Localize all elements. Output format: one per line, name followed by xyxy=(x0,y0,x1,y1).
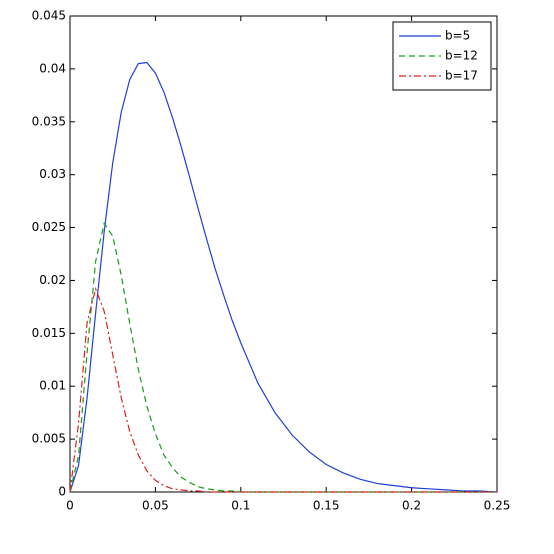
x-tick-label: 0.25 xyxy=(484,499,511,513)
y-tick-label: 0.035 xyxy=(32,114,66,128)
line-series xyxy=(69,221,497,493)
legend-label: b=17 xyxy=(445,69,478,83)
legend-label: b=5 xyxy=(445,29,470,43)
y-tick-label: 0.045 xyxy=(32,9,66,23)
x-tick-label: 0.1 xyxy=(231,499,250,513)
line-series xyxy=(69,286,497,493)
y-tick-label: 0 xyxy=(58,485,66,499)
x-tick-label: 0.2 xyxy=(402,499,421,513)
y-tick-label: 0.015 xyxy=(32,326,66,340)
x-tick-label: 0.05 xyxy=(142,499,169,513)
y-tick-label: 0.04 xyxy=(39,61,66,75)
y-tick-label: 0.025 xyxy=(32,220,66,234)
plot-area xyxy=(69,15,498,493)
x-tick-label: 0.15 xyxy=(313,499,340,513)
legend-label: b=12 xyxy=(445,49,478,63)
y-tick-label: 0.005 xyxy=(32,432,66,446)
y-tick-label: 0.03 xyxy=(39,167,66,181)
y-tick-label: 0.01 xyxy=(39,379,66,393)
x-tick-label: 0 xyxy=(66,499,74,513)
line-series xyxy=(69,61,498,493)
y-tick-label: 0.02 xyxy=(39,273,66,287)
